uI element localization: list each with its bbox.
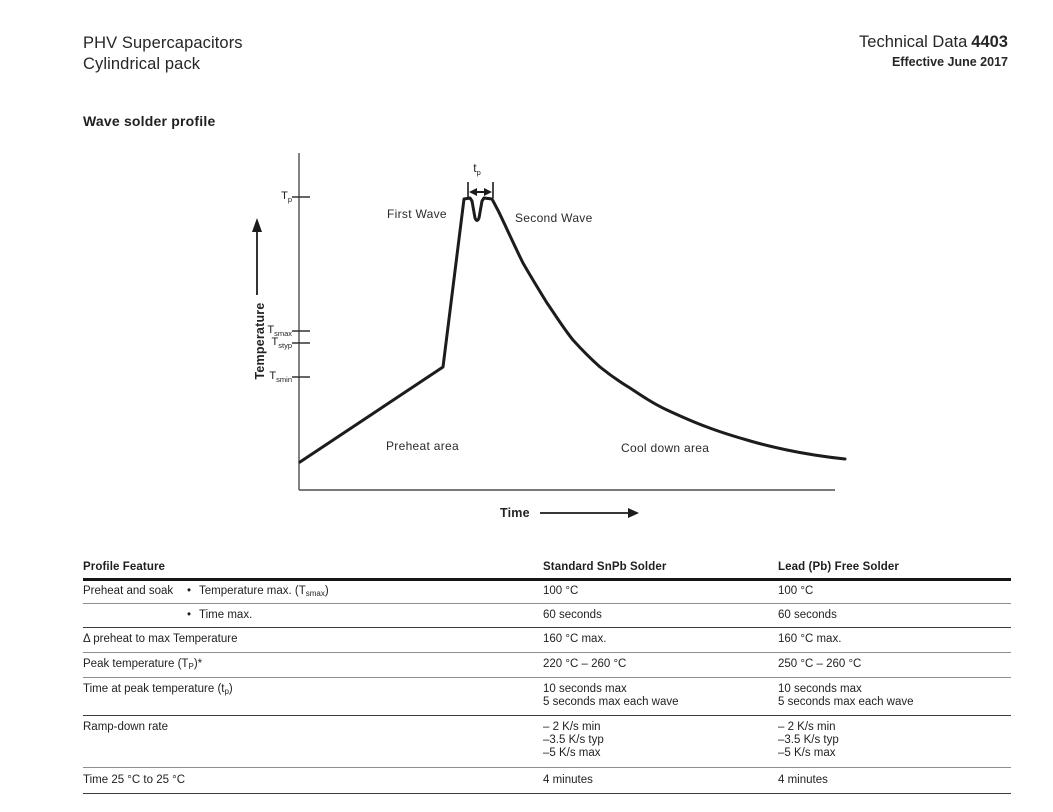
feature-label: Temperature max. (Tsmax) xyxy=(199,585,329,598)
cool-down-area-label: Cool down area xyxy=(621,441,710,455)
table-row: Peak temperature (TP)* 220 °C – 260 °C 2… xyxy=(83,653,1011,678)
feature-label: Time at peak temperature (tp) xyxy=(83,683,233,696)
table-header-row: Profile Feature Standard SnPb Solder Lea… xyxy=(83,556,1011,581)
table-row: Preheat and soak • Temperature max. (Tsm… xyxy=(83,581,1011,604)
tick-label-tstyp: Tstyp xyxy=(271,336,293,350)
feature-label: Time max. xyxy=(199,609,253,621)
table-row: Δ preheat to max Temperature 160 °C max.… xyxy=(83,628,1011,653)
pbfree-solder-value: 160 °C max. xyxy=(778,633,842,645)
pbfree-solder-value: 100 °C xyxy=(778,585,814,597)
std-solder-value: 10 seconds max 5 seconds max each wave xyxy=(543,683,679,708)
tick-label-tsmin: Tsmin xyxy=(269,370,292,384)
feature-label: Peak temperature (TP)* xyxy=(83,658,203,671)
document-title-text: Technical Data xyxy=(859,33,968,51)
section-title: Wave solder profile xyxy=(83,113,216,129)
pbfree-solder-value: – 2 K/s min –3.5 K/s typ –5 K/s max xyxy=(778,721,839,759)
product-line-1: PHV Supercapacitors xyxy=(83,34,243,52)
peak-time-bracket xyxy=(467,182,494,198)
table-row: Time 25 °C to 25 °C 4 minutes 4 minutes xyxy=(83,768,1011,794)
feature-label: Δ preheat to max Temperature xyxy=(83,633,238,645)
std-solder-value: 60 seconds xyxy=(543,609,602,621)
x-axis-title: Time xyxy=(500,506,530,520)
profile-curve xyxy=(298,196,847,464)
wave-solder-spec-table: Profile Feature Standard SnPb Solder Lea… xyxy=(83,556,1011,794)
table-row: Time at peak temperature (tp) 10 seconds… xyxy=(83,678,1011,716)
pbfree-solder-value: 10 seconds max 5 seconds max each wave xyxy=(778,683,914,708)
pbfree-solder-value: 250 °C – 260 °C xyxy=(778,658,862,670)
feature-label: Ramp-down rate xyxy=(83,721,169,733)
table-row: Ramp-down rate – 2 K/s min –3.5 K/s typ … xyxy=(83,716,1011,768)
feature-group-label: Preheat and soak xyxy=(83,585,174,597)
std-solder-value: 160 °C max. xyxy=(543,633,607,645)
column-header-profile-feature: Profile Feature xyxy=(83,561,166,573)
chart-canvas xyxy=(252,153,847,518)
wave-solder-profile-chart: Tp Tsmax Tstyp Tsmin tp First Wave Secon… xyxy=(252,153,847,520)
second-wave-label: Second Wave xyxy=(515,211,593,225)
std-solder-value: – 2 K/s min –3.5 K/s typ –5 K/s max xyxy=(543,721,604,759)
pbfree-solder-value: 4 minutes xyxy=(778,774,828,786)
y-axis-title: Temperature xyxy=(253,302,267,380)
product-line-2: Cylindrical pack xyxy=(83,55,201,73)
std-solder-value: 4 minutes xyxy=(543,774,593,786)
first-wave-label: First Wave xyxy=(387,207,447,221)
column-header-lead-free: Lead (Pb) Free Solder xyxy=(778,561,899,573)
std-solder-value: 100 °C xyxy=(543,585,579,597)
bullet-icon: • xyxy=(187,609,192,621)
table-row: • Time max. 60 seconds 60 seconds xyxy=(83,604,1011,628)
peak-time-label: tp xyxy=(473,161,481,177)
preheat-area-label: Preheat area xyxy=(386,439,459,453)
product-title: PHV Supercapacitors Cylindrical pack xyxy=(83,33,243,75)
std-solder-value: 220 °C – 260 °C xyxy=(543,658,627,670)
pbfree-solder-value: 60 seconds xyxy=(778,609,837,621)
effective-date: Effective June 2017 xyxy=(891,55,1008,69)
feature-label: Time 25 °C to 25 °C xyxy=(83,774,186,786)
temperature-arrow-icon xyxy=(252,218,262,295)
document-title: Technical Data 4403 xyxy=(708,34,1008,51)
document-number: 4403 xyxy=(971,33,1008,51)
time-arrow-icon xyxy=(540,508,639,518)
tick-label-tsmax: Tsmax xyxy=(267,324,292,338)
arrowhead-right-icon xyxy=(484,188,492,196)
bullet-icon: • xyxy=(187,585,192,597)
arrowhead-left-icon xyxy=(469,188,477,196)
tick-label-tp: Tp xyxy=(281,190,292,204)
document-info: Technical Data 4403 Effective June 2017 xyxy=(708,34,1008,70)
column-header-standard-snpb: Standard SnPb Solder xyxy=(543,561,667,573)
